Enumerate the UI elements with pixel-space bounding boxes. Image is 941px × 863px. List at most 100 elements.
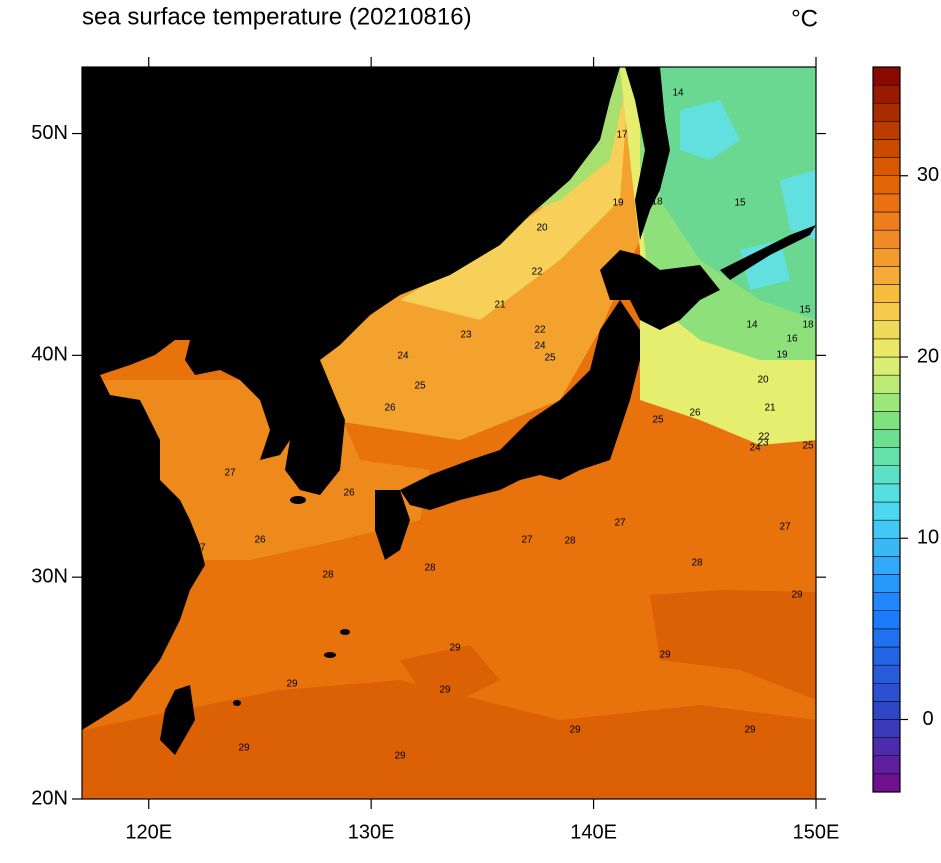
colorbar-box — [872, 284, 901, 303]
contour-label: 23 — [460, 330, 472, 341]
colorbar-box — [872, 701, 901, 720]
colorbar-box — [872, 229, 901, 249]
contour-label: 29 — [791, 590, 803, 601]
colorbar-box — [872, 556, 901, 575]
contour-label: 25 — [802, 441, 814, 452]
contour-label: 26 — [254, 535, 266, 546]
contour-label: 24 — [749, 443, 761, 454]
colorbar-box — [872, 411, 901, 430]
contour-label: 26 — [689, 408, 701, 419]
contour-label: 20 — [536, 223, 548, 234]
contour-label: 28 — [564, 536, 576, 547]
contour-label: 27 — [614, 518, 626, 529]
contour-label: 19 — [776, 350, 788, 361]
contour-label: 22 — [758, 432, 770, 443]
colorbar-box — [872, 447, 901, 466]
colorbar-box — [872, 610, 901, 630]
title: sea surface temperature (20210816) — [82, 3, 472, 30]
x-tick-label: 140E — [570, 821, 617, 843]
map-area — [82, 67, 816, 799]
colorbar-box — [872, 393, 901, 412]
contour-label: 15 — [799, 305, 811, 316]
contour-label: 29 — [439, 685, 451, 696]
x-tick-label: 130E — [348, 821, 395, 843]
contour-label: 22 — [531, 267, 543, 278]
contour-label: 25 — [652, 415, 664, 426]
colorbar-box — [872, 103, 901, 122]
contour-label: 29 — [238, 743, 250, 754]
contour-label: 16 — [786, 334, 798, 345]
warm-patch — [650, 590, 816, 700]
sea-of-japan — [82, 67, 640, 440]
contour-label: 29 — [569, 725, 581, 736]
contour-label: 27 — [224, 468, 236, 479]
colorbar-box — [872, 664, 901, 684]
colorbar-box — [872, 338, 901, 358]
contour-label: 29 — [659, 650, 671, 661]
map-frame — [81, 66, 817, 800]
colorbar-box — [872, 84, 901, 104]
colorbar-box — [872, 175, 901, 195]
contour-label: 24 — [534, 341, 546, 352]
unit: °C — [791, 5, 818, 32]
colorbar-box — [872, 465, 901, 485]
colorbar-box — [872, 193, 901, 213]
contour-label: 21 — [494, 300, 506, 311]
contour-label: 25 — [544, 353, 556, 364]
x-tick-label: 150E — [793, 821, 840, 843]
contour-label: 19 — [612, 198, 624, 209]
contour-label: 18 — [651, 197, 663, 208]
contour-label: 23 — [757, 438, 769, 449]
colorbar-box — [872, 429, 901, 448]
colorbar-box — [872, 628, 901, 648]
contour-label: 18 — [802, 320, 814, 331]
land — [82, 67, 816, 755]
colorbar-box — [872, 302, 901, 321]
contour-label: 15 — [734, 198, 746, 209]
colorbar-box — [872, 266, 901, 285]
y-tick-label: 20N — [31, 787, 68, 809]
x-tick-label: 120E — [125, 821, 172, 843]
colorbar-box — [872, 683, 901, 702]
y-tick-label: 40N — [31, 344, 68, 366]
colorbar-box — [872, 646, 901, 666]
colorbar-box — [872, 592, 901, 611]
contour-label: 17 — [616, 130, 628, 141]
contour-label: 20 — [757, 375, 769, 386]
colorbar-tick-label: 0 — [922, 708, 933, 730]
contour-label: 28 — [691, 558, 703, 569]
contour-label: 29 — [394, 751, 406, 762]
colorbar-box — [872, 501, 901, 521]
colorbar-box — [872, 139, 901, 158]
contour-label: 14 — [672, 88, 684, 99]
contour-label: 24 — [397, 351, 409, 362]
colorbar-box — [872, 755, 901, 775]
colorbar-box — [872, 121, 901, 140]
colorbar-box — [872, 719, 901, 738]
contour-label: 25 — [414, 381, 426, 392]
colorbar-frame — [872, 66, 901, 793]
contour-label: 22 — [534, 325, 546, 336]
colorbar-box — [872, 538, 901, 557]
contour-label: 27 — [779, 522, 791, 533]
contour-label: 27 — [194, 543, 206, 554]
warm-patch — [82, 680, 816, 799]
colorbar-box — [872, 737, 901, 756]
pacific-12 — [680, 100, 816, 290]
contour-label: 21 — [764, 403, 776, 414]
contour-label: 29 — [744, 725, 756, 736]
contour-label: 27 — [521, 535, 533, 546]
colorbar-box — [872, 211, 901, 231]
contour-label: 14 — [746, 320, 758, 331]
colorbar-tick-label: 20 — [917, 345, 939, 367]
colorbar-box — [872, 574, 901, 593]
colorbar-box — [872, 773, 901, 793]
colorbar-box — [872, 157, 901, 176]
contour-label: 29 — [449, 643, 461, 654]
colorbar-box — [872, 248, 901, 267]
colorbar-box — [872, 356, 901, 376]
contour-label: 29 — [286, 679, 298, 690]
contour-label: 28 — [424, 563, 436, 574]
contour-label: 26 — [343, 488, 355, 499]
